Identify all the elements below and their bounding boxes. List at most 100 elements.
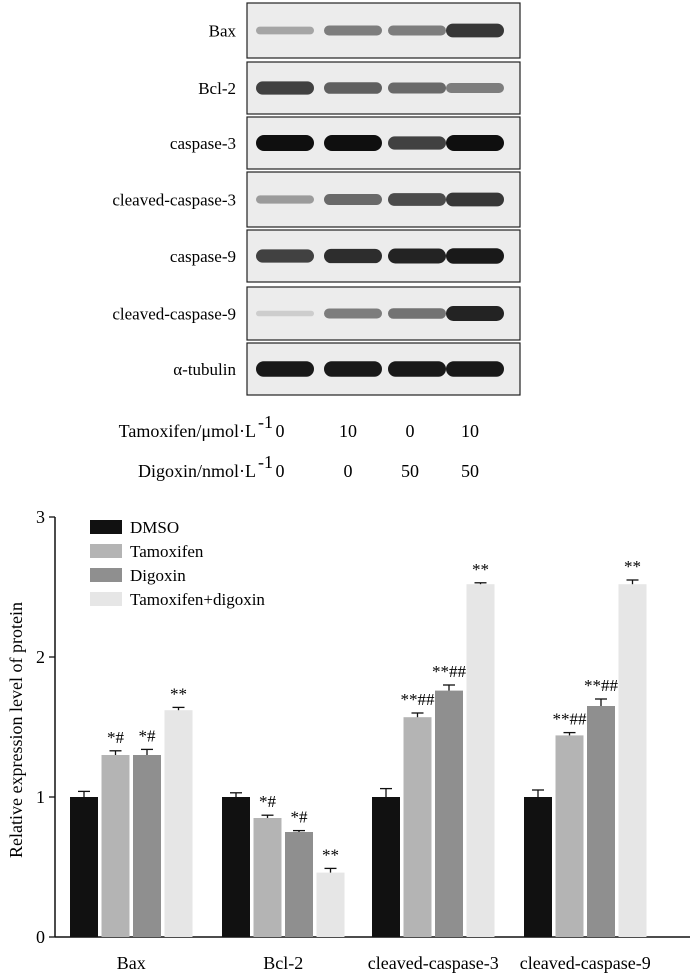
blot-band bbox=[256, 310, 314, 317]
bar-dmso-cleaved-caspase-3 bbox=[372, 797, 400, 937]
bar-tamoxifen-digoxin-cleaved-caspase-9 bbox=[618, 584, 647, 937]
bar-digoxin-cleaved-caspase-9 bbox=[587, 706, 615, 937]
chart-bars: *# *# ** *# *# ** **## **## ** **## **## ** bbox=[70, 557, 647, 937]
significance-label: **## bbox=[432, 662, 467, 681]
significance-label: *# bbox=[291, 808, 309, 827]
significance-label: **## bbox=[584, 676, 619, 695]
condition-value: 10 bbox=[339, 421, 357, 441]
bar-tamoxifen-cleaved-caspase-3 bbox=[403, 717, 432, 937]
blot-row-caspase-3: caspase-3 bbox=[170, 116, 521, 170]
condition-unit-exponent: -1 bbox=[258, 412, 273, 432]
blot-band bbox=[256, 249, 314, 263]
blot-band bbox=[324, 135, 382, 151]
blot-band bbox=[256, 195, 314, 204]
bar-digoxin-bcl-2 bbox=[285, 832, 313, 937]
significance-label: ** bbox=[322, 845, 339, 864]
x-tick-label: Bcl-2 bbox=[263, 953, 303, 973]
blot-band bbox=[388, 248, 446, 264]
blot-band bbox=[324, 25, 382, 36]
blot-band bbox=[256, 81, 314, 95]
blot-band bbox=[388, 361, 446, 377]
blot-rows: Bax Bcl-2 caspase-3 cleaved-caspase-3 caspas… bbox=[112, 2, 521, 396]
blot-band bbox=[446, 23, 504, 38]
bar-tamoxifen-digoxin-bcl-2 bbox=[316, 872, 345, 937]
legend-label-digoxin: Digoxin bbox=[130, 566, 186, 585]
legend-swatch-dmso bbox=[90, 520, 122, 534]
blot-label: caspase-9 bbox=[170, 247, 236, 266]
blot-band bbox=[446, 192, 504, 207]
significance-label: **## bbox=[401, 690, 436, 709]
bar-digoxin-bax bbox=[133, 755, 161, 937]
bar-tamoxifen-bax bbox=[101, 755, 130, 937]
blot-band bbox=[388, 308, 446, 319]
y-tick-label: 2 bbox=[36, 647, 45, 667]
blot-row-cleaved-caspase-3: cleaved-caspase-3 bbox=[112, 171, 521, 228]
blot-band bbox=[324, 193, 382, 206]
blot-band bbox=[324, 361, 382, 377]
blot-band bbox=[446, 248, 504, 264]
legend-swatch-digoxin bbox=[90, 568, 122, 582]
bar-tamoxifen-digoxin-bax bbox=[164, 710, 193, 937]
blot-row-bax: Bax bbox=[209, 2, 521, 59]
y-tick-label: 3 bbox=[36, 507, 45, 527]
y-tick-label: 0 bbox=[36, 927, 45, 947]
blot-band bbox=[388, 82, 446, 94]
blot-label: cleaved-caspase-3 bbox=[112, 191, 236, 210]
blot-label: α-tubulin bbox=[173, 360, 236, 379]
bar-tamoxifen-digoxin-cleaved-caspase-3 bbox=[466, 584, 495, 937]
blot-band bbox=[388, 136, 446, 150]
condition-value: 0 bbox=[406, 421, 415, 441]
blot-row-cleaved-caspase-9: cleaved-caspase-9 bbox=[112, 286, 521, 341]
significance-label: *# bbox=[139, 726, 157, 745]
blot-label: Bax bbox=[209, 22, 237, 41]
legend-label-tamoxifen: Tamoxifen bbox=[130, 542, 204, 561]
condition-value: 10 bbox=[461, 421, 479, 441]
condition-value: 50 bbox=[461, 461, 479, 481]
western-blot-panel: Bax Bcl-2 caspase-3 cleaved-caspase-3 caspas… bbox=[112, 2, 521, 481]
bar-dmso-bcl-2 bbox=[222, 797, 250, 937]
significance-label: *# bbox=[259, 792, 277, 811]
y-axis-label: Relative expression level of protein bbox=[6, 602, 26, 858]
blot-band bbox=[324, 82, 382, 94]
x-tick-label: cleaved-caspase-3 bbox=[368, 953, 499, 973]
blot-band bbox=[256, 26, 314, 35]
condition-label: Digoxin/nmol·L bbox=[138, 461, 256, 481]
blot-band bbox=[446, 135, 504, 151]
x-tick-label: Bax bbox=[117, 953, 146, 973]
y-tick-label: 1 bbox=[36, 787, 45, 807]
bar-dmso-cleaved-caspase-9 bbox=[524, 797, 552, 937]
blot-band bbox=[256, 135, 314, 151]
bar-tamoxifen-cleaved-caspase-9 bbox=[555, 735, 584, 937]
condition-value: 50 bbox=[401, 461, 419, 481]
blot-band bbox=[446, 83, 504, 93]
condition-unit-exponent: -1 bbox=[258, 452, 273, 472]
blot-label: cleaved-caspase-9 bbox=[112, 305, 236, 324]
significance-label: *# bbox=[107, 728, 125, 747]
blot-row-caspase-9: caspase-9 bbox=[170, 229, 521, 283]
significance-label: **## bbox=[553, 710, 588, 729]
legend-swatch-tamoxifen-digoxin bbox=[90, 592, 122, 606]
blot-band bbox=[324, 248, 382, 264]
significance-label: ** bbox=[472, 560, 489, 579]
significance-label: ** bbox=[624, 557, 641, 576]
blot-row-tubulin: α-tubulin bbox=[173, 342, 521, 396]
condition-value: 0 bbox=[344, 461, 353, 481]
blot-band bbox=[388, 25, 446, 36]
chart-legend: DMSO Tamoxifen Digoxin Tamoxifen+digoxin bbox=[90, 518, 265, 609]
blot-band bbox=[324, 308, 382, 319]
legend-label-tamoxifen-digoxin: Tamoxifen+digoxin bbox=[130, 590, 265, 609]
x-tick-label: cleaved-caspase-9 bbox=[520, 953, 651, 973]
blot-label: caspase-3 bbox=[170, 134, 236, 153]
condition-value: 0 bbox=[276, 461, 285, 481]
bar-dmso-bax bbox=[70, 797, 98, 937]
blot-band bbox=[256, 361, 314, 377]
bar-tamoxifen-bcl-2 bbox=[253, 818, 282, 937]
significance-label: ** bbox=[170, 684, 187, 703]
legend-label-dmso: DMSO bbox=[130, 518, 179, 537]
legend-swatch-tamoxifen bbox=[90, 544, 122, 558]
blot-label: Bcl-2 bbox=[198, 79, 236, 98]
blot-band bbox=[446, 306, 504, 321]
condition-label: Tamoxifen/μmol·L bbox=[119, 421, 256, 441]
